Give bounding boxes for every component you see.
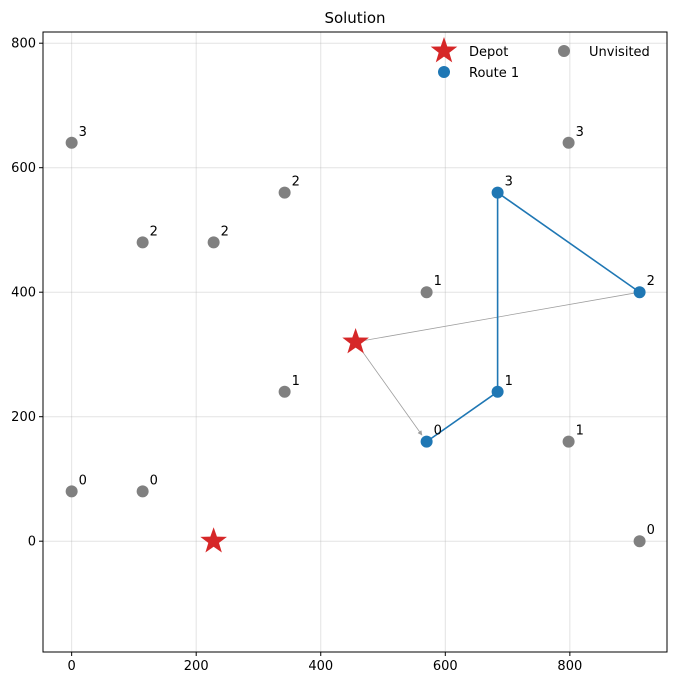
depot-star bbox=[200, 527, 227, 553]
unvisited-point bbox=[562, 435, 575, 448]
unvisited-point bbox=[136, 236, 149, 249]
legend-marker bbox=[438, 66, 450, 78]
unvisited-point-label: 2 bbox=[292, 175, 300, 190]
unvisited-point bbox=[278, 385, 291, 398]
legend: Depot Unvisited Route 1 bbox=[430, 37, 650, 81]
unvisited-point-label: 0 bbox=[647, 523, 655, 538]
unvisited-point bbox=[207, 236, 220, 249]
route-point bbox=[633, 286, 646, 299]
x-tick-label: 600 bbox=[433, 659, 458, 674]
unvisited-point-label: 0 bbox=[150, 473, 158, 488]
unvisited-point bbox=[420, 286, 433, 299]
plot-frame bbox=[42, 31, 668, 653]
chart-title: Solution bbox=[324, 9, 385, 27]
x-tick-label: 800 bbox=[557, 659, 582, 674]
route-point-label: 1 bbox=[505, 374, 513, 389]
unvisited-point bbox=[65, 136, 78, 149]
y-tick-label: 200 bbox=[11, 410, 36, 425]
unvisited-point-label: 3 bbox=[576, 125, 584, 140]
unvisited-point bbox=[65, 485, 78, 498]
data-points bbox=[65, 136, 646, 553]
y-tick-label: 800 bbox=[11, 37, 36, 52]
route-point bbox=[420, 435, 433, 448]
route-point-label: 0 bbox=[434, 424, 442, 439]
point-labels: 0 0 0 1 1 1 2 2 2 3 3 0 1 3 2 bbox=[79, 125, 655, 538]
x-tick-label: 400 bbox=[308, 659, 333, 674]
unvisited-point bbox=[562, 136, 575, 149]
unvisited-point-label: 2 bbox=[150, 224, 158, 239]
depot-link-line bbox=[355, 341, 423, 436]
unvisited-point bbox=[136, 485, 149, 498]
grid-lines bbox=[43, 32, 667, 652]
route-point-label: 2 bbox=[647, 274, 655, 289]
y-tick-label: 400 bbox=[11, 286, 36, 301]
legend-label: Unvisited bbox=[589, 45, 650, 60]
unvisited-point bbox=[278, 186, 291, 199]
depot-star bbox=[342, 328, 369, 354]
unvisited-point-label: 1 bbox=[576, 424, 584, 439]
route-point bbox=[491, 385, 504, 398]
legend-label: Route 1 bbox=[469, 66, 519, 81]
x-tick-label: 200 bbox=[184, 659, 209, 674]
unvisited-point-label: 3 bbox=[79, 125, 87, 140]
unvisited-point bbox=[633, 535, 646, 548]
unvisited-point-label: 1 bbox=[434, 274, 442, 289]
route-line bbox=[426, 191, 641, 443]
route-lines bbox=[426, 191, 641, 443]
route-point-label: 3 bbox=[505, 175, 513, 190]
route-point bbox=[491, 186, 504, 199]
y-tick-label: 0 bbox=[28, 535, 36, 550]
legend-label: Depot bbox=[469, 45, 508, 60]
x-tick-label: 0 bbox=[68, 659, 76, 674]
legend-marker bbox=[558, 45, 570, 57]
unvisited-point-label: 1 bbox=[292, 374, 300, 389]
unvisited-point-label: 0 bbox=[79, 473, 87, 488]
unvisited-point-label: 2 bbox=[221, 224, 229, 239]
y-tick-label: 600 bbox=[11, 161, 36, 176]
legend-depot-marker bbox=[430, 37, 458, 63]
